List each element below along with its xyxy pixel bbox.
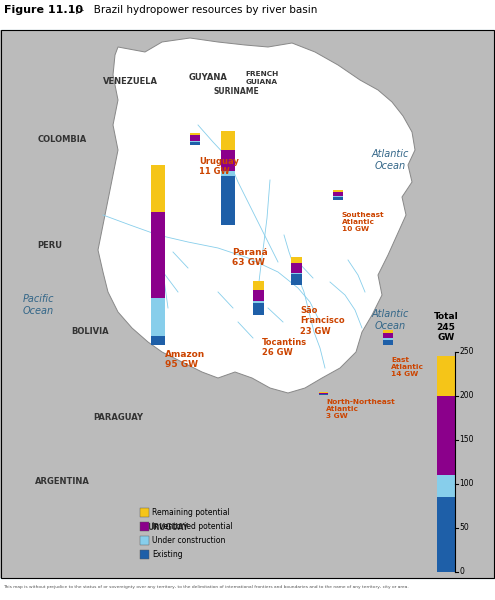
Bar — [151, 335, 165, 345]
Text: GUYANA: GUYANA — [189, 73, 227, 82]
Polygon shape — [98, 38, 415, 393]
Bar — [221, 130, 235, 150]
Text: This map is without prejudice to the status of or sovereignty over any territory: This map is without prejudice to the sta… — [3, 585, 409, 589]
Bar — [383, 333, 393, 338]
Bar — [318, 392, 328, 393]
Text: Pacific
Ocean: Pacific Ocean — [22, 294, 54, 316]
Text: Total
245
GW: Total 245 GW — [434, 312, 458, 342]
Text: 250: 250 — [459, 347, 474, 356]
Bar — [140, 550, 149, 559]
Text: 200: 200 — [459, 391, 474, 401]
Bar — [221, 175, 235, 225]
Text: 50: 50 — [459, 523, 469, 533]
Bar — [333, 190, 343, 192]
Text: São
Francisco
23 GW: São Francisco 23 GW — [300, 306, 345, 336]
Text: Tocantins
26 GW: Tocantins 26 GW — [262, 338, 307, 358]
Text: BOLIVIA: BOLIVIA — [71, 328, 109, 337]
Bar — [437, 356, 455, 396]
Text: URUGUAY: URUGUAY — [148, 523, 189, 533]
Bar — [140, 536, 149, 545]
Bar — [252, 304, 263, 315]
Bar — [437, 475, 455, 497]
Bar — [190, 140, 200, 142]
Text: Amazon
95 GW: Amazon 95 GW — [165, 350, 205, 370]
Text: SURINAME: SURINAME — [213, 88, 259, 97]
Bar — [333, 192, 343, 196]
Bar — [221, 150, 235, 171]
Bar — [291, 263, 301, 273]
Bar — [318, 393, 328, 394]
Bar — [333, 196, 343, 197]
Bar — [252, 301, 263, 304]
Text: COLOMBIA: COLOMBIA — [38, 136, 87, 145]
Bar — [437, 497, 455, 572]
Bar — [333, 197, 343, 200]
Text: PERU: PERU — [38, 241, 62, 250]
Bar — [252, 281, 263, 290]
Text: North-Northeast
Atlantic
3 GW: North-Northeast Atlantic 3 GW — [326, 399, 395, 419]
Bar — [252, 290, 263, 301]
Bar — [318, 394, 328, 395]
Bar — [190, 135, 200, 140]
Bar — [151, 212, 165, 298]
Text: FRENCH
GUIANA: FRENCH GUIANA — [246, 71, 279, 85]
Bar — [140, 508, 149, 517]
Bar — [437, 396, 455, 475]
Text: East
Atlantic
14 GW: East Atlantic 14 GW — [391, 357, 424, 377]
Text: VENEZUELA: VENEZUELA — [102, 77, 157, 86]
Bar — [151, 164, 165, 212]
Bar — [190, 133, 200, 135]
Text: Southeast
Atlantic
10 GW: Southeast Atlantic 10 GW — [342, 212, 385, 232]
Text: 0: 0 — [459, 568, 464, 577]
Text: PARAGUAY: PARAGUAY — [93, 413, 143, 422]
Text: Figure 11.10: Figure 11.10 — [4, 5, 83, 15]
Bar — [151, 298, 165, 335]
Text: Atlantic
Ocean: Atlantic Ocean — [371, 149, 409, 171]
Text: Remaining potential: Remaining potential — [152, 508, 230, 517]
Text: ▷   Brazil hydropower resources by river basin: ▷ Brazil hydropower resources by river b… — [76, 5, 317, 15]
Bar — [291, 273, 301, 274]
Bar — [190, 142, 200, 145]
Text: 150: 150 — [459, 436, 474, 445]
Text: 100: 100 — [459, 479, 474, 488]
Text: Uruguay
11 GW: Uruguay 11 GW — [199, 157, 239, 176]
Bar — [291, 257, 301, 263]
Bar — [383, 340, 393, 345]
Text: ARGENTINA: ARGENTINA — [35, 478, 90, 487]
Text: Under construction: Under construction — [152, 536, 225, 545]
Bar — [383, 338, 393, 340]
Text: Inventoried potential: Inventoried potential — [152, 522, 233, 531]
Text: Paraná
63 GW: Paraná 63 GW — [232, 248, 268, 268]
Bar — [383, 329, 393, 333]
Bar — [140, 522, 149, 531]
Text: Existing: Existing — [152, 550, 183, 559]
Text: Atlantic
Ocean: Atlantic Ocean — [371, 309, 409, 331]
Bar — [291, 274, 301, 285]
Polygon shape — [0, 30, 495, 578]
Bar — [221, 171, 235, 175]
